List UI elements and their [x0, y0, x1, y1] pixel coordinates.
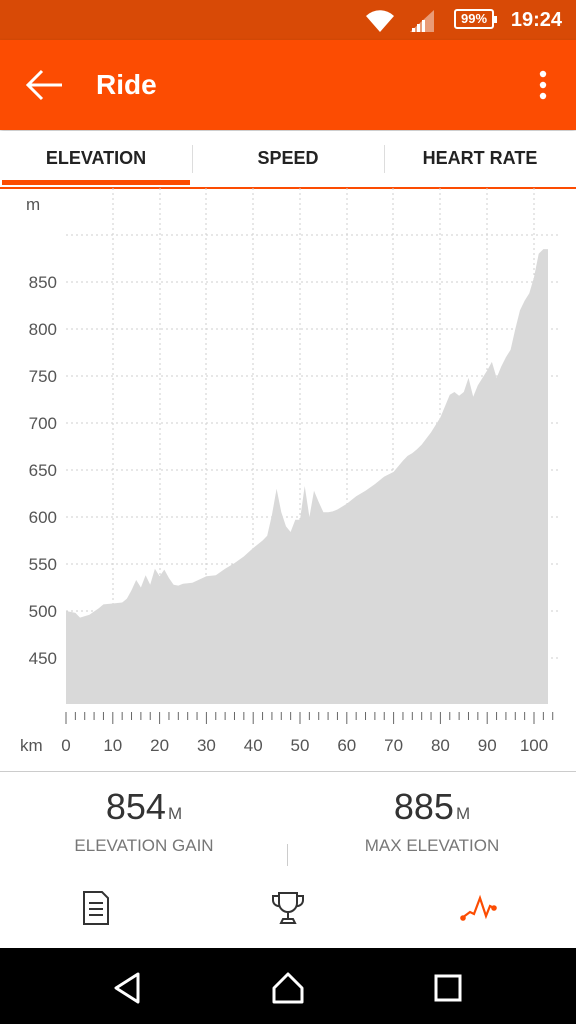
app-bar: Ride: [0, 40, 576, 130]
stats-panel: 854 M ELEVATION GAIN 885 M MAX ELEVATION: [0, 771, 576, 869]
recents-icon[interactable]: [430, 970, 466, 1006]
tab-speed[interactable]: SPEED: [257, 148, 319, 168]
x-tick-label: 30: [197, 736, 216, 755]
y-tick-label: 600: [29, 508, 57, 527]
elevation-gain-value: 854: [105, 786, 166, 827]
wifi-icon: [366, 10, 394, 32]
x-tick-label: 50: [291, 736, 310, 755]
x-tick-label: 100: [520, 736, 548, 755]
y-tick-label: 500: [29, 602, 57, 621]
x-tick-label: 40: [244, 736, 263, 755]
y-tick-label: 800: [29, 320, 57, 339]
max-elevation-label: MAX ELEVATION: [364, 836, 500, 855]
max-elevation-unit: M: [455, 804, 471, 823]
tab-heart-rate[interactable]: HEART RATE: [422, 148, 538, 168]
x-tick-label: 90: [478, 736, 497, 755]
system-nav-bar: [0, 948, 576, 1024]
x-tick-label: 70: [384, 736, 403, 755]
x-tick-label: 20: [150, 736, 169, 755]
y-axis-label: m: [26, 195, 40, 214]
tab-divider: [384, 145, 385, 173]
elevation-gain-label: ELEVATION GAIN: [74, 836, 214, 855]
y-tick-label: 750: [29, 367, 57, 386]
max-elevation-value: 885: [393, 786, 454, 827]
status-bar: 99% 19:24: [0, 0, 576, 40]
tab-elevation[interactable]: ELEVATION: [0, 131, 192, 185]
x-tick-label: 80: [431, 736, 450, 755]
y-tick-label: 650: [29, 461, 57, 480]
overview-icon[interactable]: [76, 888, 116, 928]
back-triangle-icon[interactable]: [110, 970, 146, 1006]
max-elevation-stat: 885 M MAX ELEVATION: [288, 786, 576, 856]
elevation-area: [66, 249, 548, 704]
signal-icon: [410, 10, 434, 32]
elevation-chart[interactable]: 450 500 550 600 650 700 750 800 850 m 0 10 20 30 40 50 6…: [0, 188, 576, 768]
elevation-gain-unit: M: [167, 804, 183, 823]
trophy-icon[interactable]: [268, 888, 308, 928]
y-tick-label: 550: [29, 555, 57, 574]
tab-bar: ELEVATION SPEED HEART RATE: [0, 131, 576, 189]
battery-icon: 99%: [454, 9, 497, 29]
bottom-nav: [0, 868, 576, 948]
y-tick-label: 700: [29, 414, 57, 433]
y-tick-label: 450: [29, 649, 57, 668]
x-tick-label: 10: [103, 736, 122, 755]
clock: 19:24: [510, 9, 562, 31]
page-title: Ride: [96, 69, 157, 100]
y-tick-label: 850: [29, 273, 57, 292]
more-vert-icon[interactable]: [538, 70, 548, 100]
x-tick-label: 60: [337, 736, 356, 755]
stats-divider: [287, 844, 288, 866]
analysis-icon[interactable]: [458, 888, 498, 928]
x-tick-label: 0: [61, 736, 70, 755]
home-icon[interactable]: [270, 970, 306, 1006]
back-arrow-icon[interactable]: [24, 68, 64, 102]
tab-divider: [192, 145, 193, 173]
elevation-gain-stat: 854 M ELEVATION GAIN: [0, 786, 288, 856]
x-axis-label: km: [20, 736, 43, 755]
